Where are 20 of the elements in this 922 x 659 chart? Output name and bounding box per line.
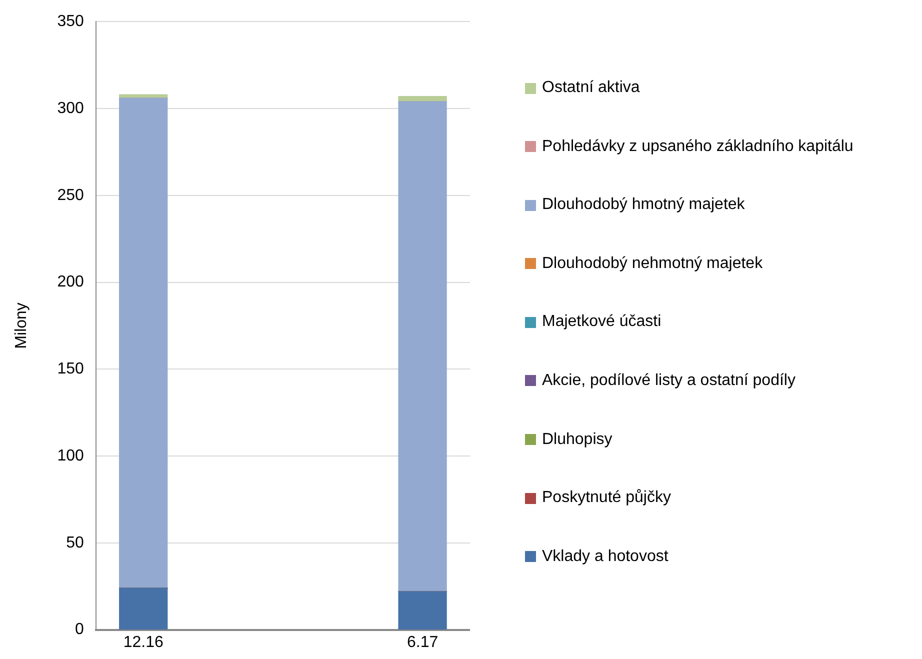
- y-tick-label: 50: [66, 534, 84, 552]
- legend-label: Pohledávky z upsaného základního kapitálu: [542, 138, 854, 156]
- y-tick-label: 250: [57, 186, 84, 204]
- y-tick-label: 150: [57, 360, 84, 378]
- legend-label: Dlouhodobý hmotný majetek: [542, 196, 745, 214]
- legend-label: Dluhopisy: [542, 430, 612, 449]
- y-axis-title: Milony: [13, 302, 30, 349]
- y-tick-label: 300: [57, 100, 84, 117]
- y-tick-label: 350: [57, 13, 84, 30]
- y-tick-label: 200: [57, 274, 84, 291]
- legend-label: Majetkové účasti: [542, 313, 662, 332]
- y-tick-label: 0: [74, 621, 84, 638]
- legend-label: Ostatní aktiva: [542, 79, 640, 97]
- x-tick-label: 6.17: [406, 634, 438, 651]
- y-tick-label: 100: [57, 447, 84, 464]
- legend-label: Dlouhodobý nehmotný majetek: [542, 254, 763, 273]
- legend-label: Vklady a hotovost: [542, 548, 668, 566]
- legend-label: Poskytnuté půjčky: [542, 489, 671, 508]
- legend-label: Akcie, podílové listy a ostatní podíly: [542, 372, 796, 390]
- x-tick-label: 12.16: [123, 634, 164, 651]
